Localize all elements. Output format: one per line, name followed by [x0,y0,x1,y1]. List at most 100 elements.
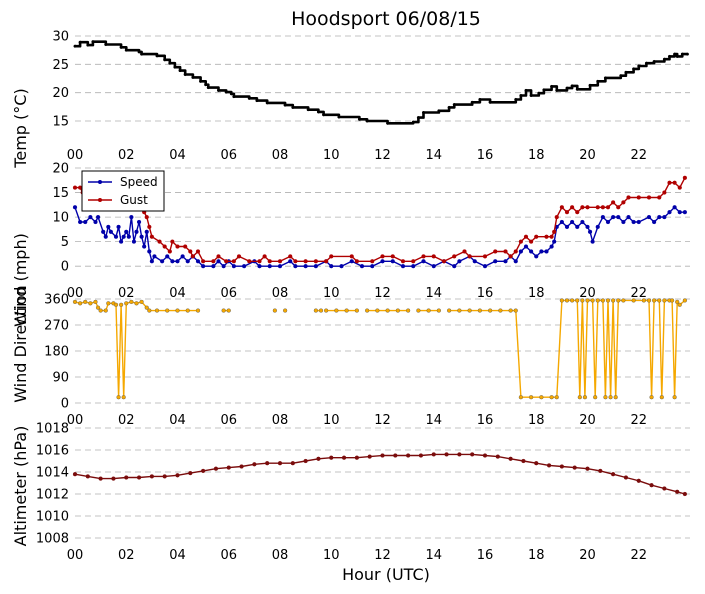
data-point [329,254,334,259]
data-point [72,205,78,210]
data-point [621,219,626,225]
y-tick-label: 90 [52,371,69,386]
data-point [457,452,462,457]
data-point [636,219,641,225]
data-point [129,299,134,304]
data-point [572,465,577,470]
data-point [575,224,580,230]
data-point [493,249,498,254]
data-point [649,483,654,488]
data-point [600,298,605,303]
data-point [386,121,390,125]
y-tick-label: 20 [52,86,69,101]
y-tick-label: 1018 [36,422,69,437]
data-point [549,395,554,400]
y-tick-label: 15 [52,115,69,130]
data-point [595,224,600,230]
data-point [262,254,267,259]
data-point [337,115,341,119]
data-point [636,195,641,200]
data-point [616,205,621,210]
data-point [682,175,687,180]
x-tick-label: 04 [169,413,186,428]
data-point [585,298,590,303]
data-point [598,468,603,473]
data-point [157,239,162,244]
data-point [657,195,662,200]
data-point [211,264,216,269]
data-point [488,308,493,313]
data-point [685,52,689,56]
data-point [344,308,349,313]
data-point [667,180,672,185]
data-point [367,454,372,459]
data-point [624,70,628,74]
legend-marker [98,198,102,202]
data-point [539,395,544,400]
data-point [257,259,262,264]
data-point [587,229,593,234]
x-tick-label: 06 [220,286,237,301]
x-tick-label: 02 [118,413,135,428]
data-point [216,259,221,264]
y-tick-label: 1012 [36,488,69,503]
data-point [149,234,154,239]
data-point [188,249,193,254]
data-point [86,43,90,47]
data-point [163,58,167,62]
data-point [596,79,600,83]
data-point [503,249,508,254]
data-point [395,308,400,313]
x-tick-label: 02 [118,148,135,163]
x-tick-label: 20 [579,413,596,428]
data-point [582,395,588,400]
data-point [595,298,600,303]
data-point [265,101,269,105]
data-point [242,264,247,269]
data-point [477,308,482,313]
data-point [303,259,308,264]
data-point [322,113,326,117]
data-point [626,214,631,220]
data-point [165,254,170,259]
data-point [221,308,226,313]
data-point [232,95,236,99]
data-point [175,259,180,264]
data-point [204,83,208,87]
data-point [673,52,677,56]
data-point [178,69,182,73]
data-point [498,308,503,313]
y-tick-label: 20 [52,162,69,177]
data-point [575,210,580,215]
data-point [426,308,431,313]
data-point [267,264,272,269]
legend: Speed Gust [81,170,165,212]
data-point [293,259,298,264]
data-point [252,462,257,467]
data-point [441,259,447,264]
data-point [559,298,564,303]
data-point [621,200,626,205]
x-tick-label: 14 [425,548,442,563]
data-point [239,464,244,469]
data-point [416,308,421,313]
data-point [636,478,641,483]
legend-box [81,170,165,212]
data-point [400,259,406,264]
data-point [518,239,523,244]
data-point [495,454,500,459]
data-point [108,229,113,234]
data-point [183,244,188,249]
data-point [277,259,283,264]
data-point [646,298,652,303]
data-point [646,214,652,220]
data-point [154,308,160,313]
data-point [675,54,679,58]
data-point [552,239,557,244]
data-point [662,190,667,195]
data-point [291,105,295,109]
data-point [290,461,295,466]
data-point [365,308,370,313]
x-tick-label: 20 [579,148,596,163]
data-point [226,465,231,470]
